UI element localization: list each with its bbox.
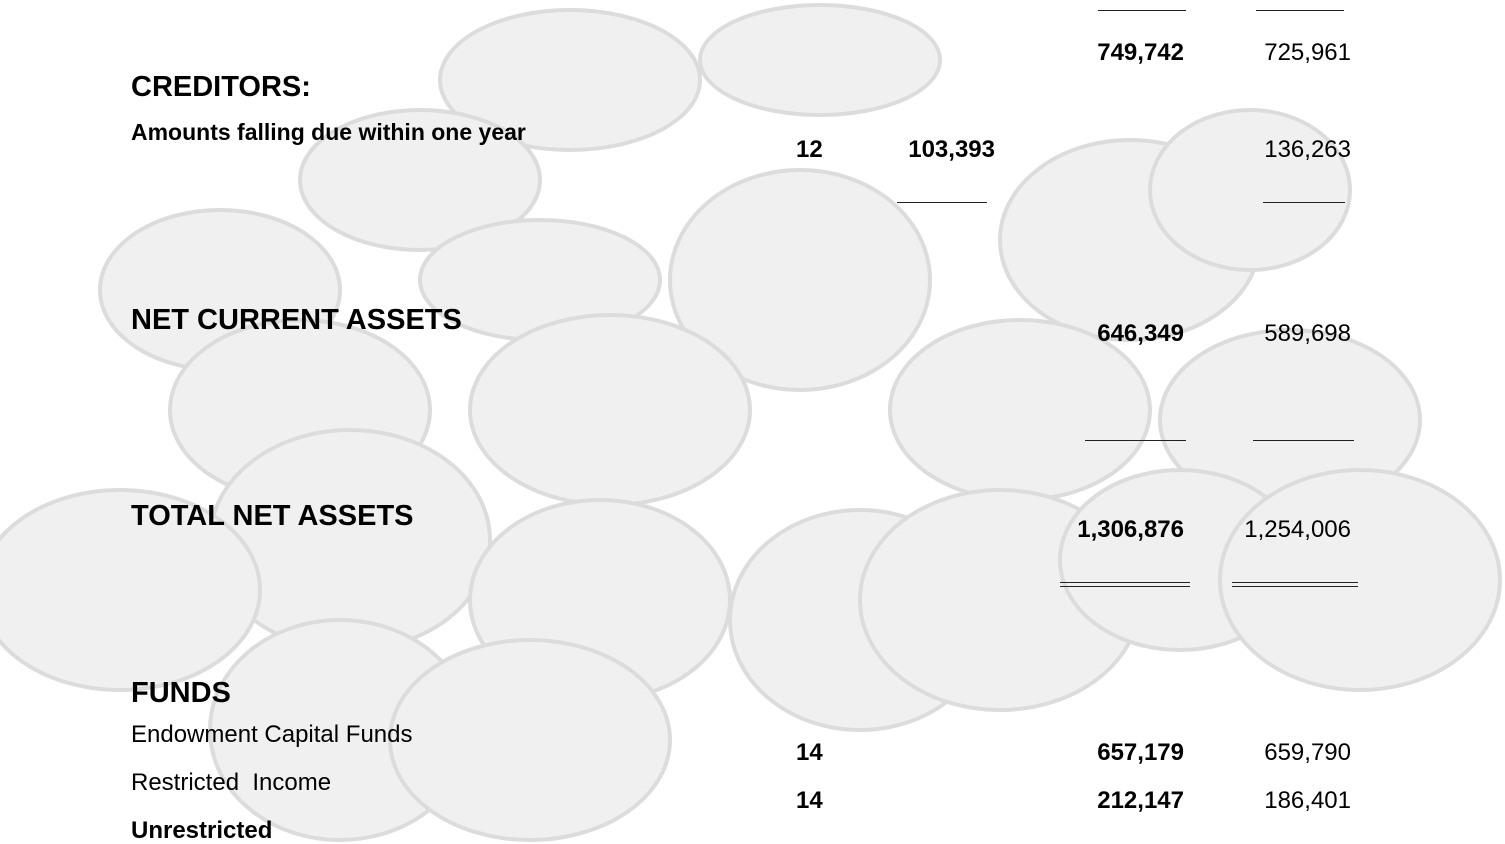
current-amount: 657,179 xyxy=(1097,741,1184,765)
rule xyxy=(1263,202,1345,203)
section-heading: FUNDS xyxy=(131,679,231,708)
section-heading: CREDITORS: xyxy=(131,73,311,102)
note-number: 14 xyxy=(796,741,823,765)
rule xyxy=(897,202,987,203)
row-label: Restricted Income xyxy=(131,771,331,795)
row-label: Amounts falling due within one year xyxy=(131,121,526,144)
prior-amount: 589,698 xyxy=(1264,322,1351,346)
page: 749,742 725,961 CREDITORS: Amounts falli… xyxy=(0,0,1505,843)
row-label: Unrestricted xyxy=(131,819,272,843)
double-rule xyxy=(1060,582,1190,587)
section-heading: TOTAL NET ASSETS xyxy=(131,502,414,531)
current-amount: 1,306,876 xyxy=(1077,518,1184,542)
rule xyxy=(1098,10,1186,11)
note-number: 14 xyxy=(796,789,823,813)
current-amount: 212,147 xyxy=(1097,789,1184,813)
row-label: Endowment Capital Funds xyxy=(131,723,412,747)
rule xyxy=(1256,10,1344,11)
prior-amount: 1,254,006 xyxy=(1244,518,1351,542)
note-number: 12 xyxy=(796,138,823,162)
double-rule xyxy=(1232,582,1358,587)
rule xyxy=(1085,440,1186,441)
sub-amount: 103,393 xyxy=(908,138,995,162)
prior-amount: 725,961 xyxy=(1264,41,1351,65)
prior-amount: 136,263 xyxy=(1264,138,1351,162)
section-heading: NET CURRENT ASSETS xyxy=(131,306,462,335)
current-amount: 749,742 xyxy=(1097,41,1184,65)
current-amount: 646,349 xyxy=(1097,322,1184,346)
rule xyxy=(1253,440,1354,441)
prior-amount: 186,401 xyxy=(1264,789,1351,813)
prior-amount: 659,790 xyxy=(1264,741,1351,765)
